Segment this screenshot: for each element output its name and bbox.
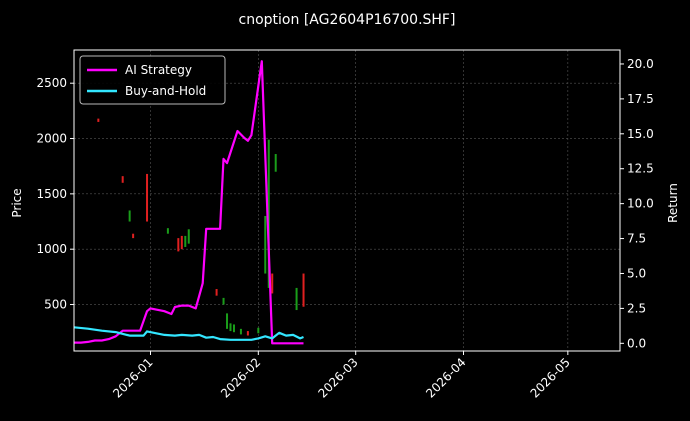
candle — [132, 233, 135, 239]
y2-tick-label: 2.5 — [627, 301, 646, 315]
y-tick-label: 2500 — [36, 76, 67, 90]
y2-tick-label: 17.5 — [627, 92, 654, 106]
candle — [166, 228, 169, 234]
candlesticks — [97, 118, 305, 336]
candle — [302, 273, 305, 307]
candle — [226, 313, 229, 329]
y-tick-label: 1500 — [36, 187, 67, 201]
legend: AI Strategy Buy-and-Hold — [79, 55, 226, 105]
plot-frame — [73, 49, 621, 352]
candle — [267, 139, 270, 288]
candle — [177, 238, 180, 252]
y-axis-left: 500 1000 1500 2000 2500 — [36, 76, 74, 312]
candle — [274, 154, 277, 172]
y-tick-label: 1000 — [36, 242, 67, 256]
y2-tick-label: 7.5 — [627, 232, 646, 246]
y-axis-right: 0.0 2.5 5.0 7.5 10.0 12.5 15.0 17.5 20.0 — [620, 57, 654, 350]
series-lines — [73, 60, 304, 345]
y2-tick-label: 20.0 — [627, 57, 654, 71]
candle — [222, 297, 225, 305]
candle — [121, 176, 124, 183]
y2-tick-label: 0.0 — [627, 336, 646, 350]
grid — [74, 50, 620, 351]
candle — [257, 327, 260, 334]
candle — [264, 215, 267, 274]
candle — [180, 235, 183, 250]
candle — [187, 229, 190, 244]
legend-label-ai-strategy: AI Strategy — [125, 63, 192, 77]
candle — [97, 118, 100, 122]
series-line-buy-and-hold — [73, 326, 304, 341]
candle — [295, 287, 298, 311]
candle — [232, 324, 235, 333]
y-axis-title: Price — [10, 188, 24, 217]
series-line-ai-strategy — [74, 60, 304, 345]
candle — [184, 235, 187, 247]
y2-tick-label: 15.0 — [627, 127, 654, 141]
y2-tick-label: 5.0 — [627, 266, 646, 280]
chart-title: cnoption [AG2604P16700.SHF] — [239, 12, 456, 28]
candle — [229, 323, 232, 332]
legend-label-buy-and-hold: Buy-and-Hold — [125, 84, 206, 98]
candle — [146, 173, 149, 222]
y-tick-label: 500 — [44, 298, 67, 312]
y2-axis-title: Return — [666, 183, 680, 223]
candle — [246, 331, 249, 336]
candle — [271, 273, 274, 294]
y2-tick-label: 10.0 — [627, 197, 654, 211]
candle — [128, 210, 131, 222]
y-tick-label: 2000 — [36, 132, 67, 146]
candle — [215, 289, 218, 296]
y2-tick-label: 12.5 — [627, 162, 654, 176]
candle — [239, 328, 242, 335]
